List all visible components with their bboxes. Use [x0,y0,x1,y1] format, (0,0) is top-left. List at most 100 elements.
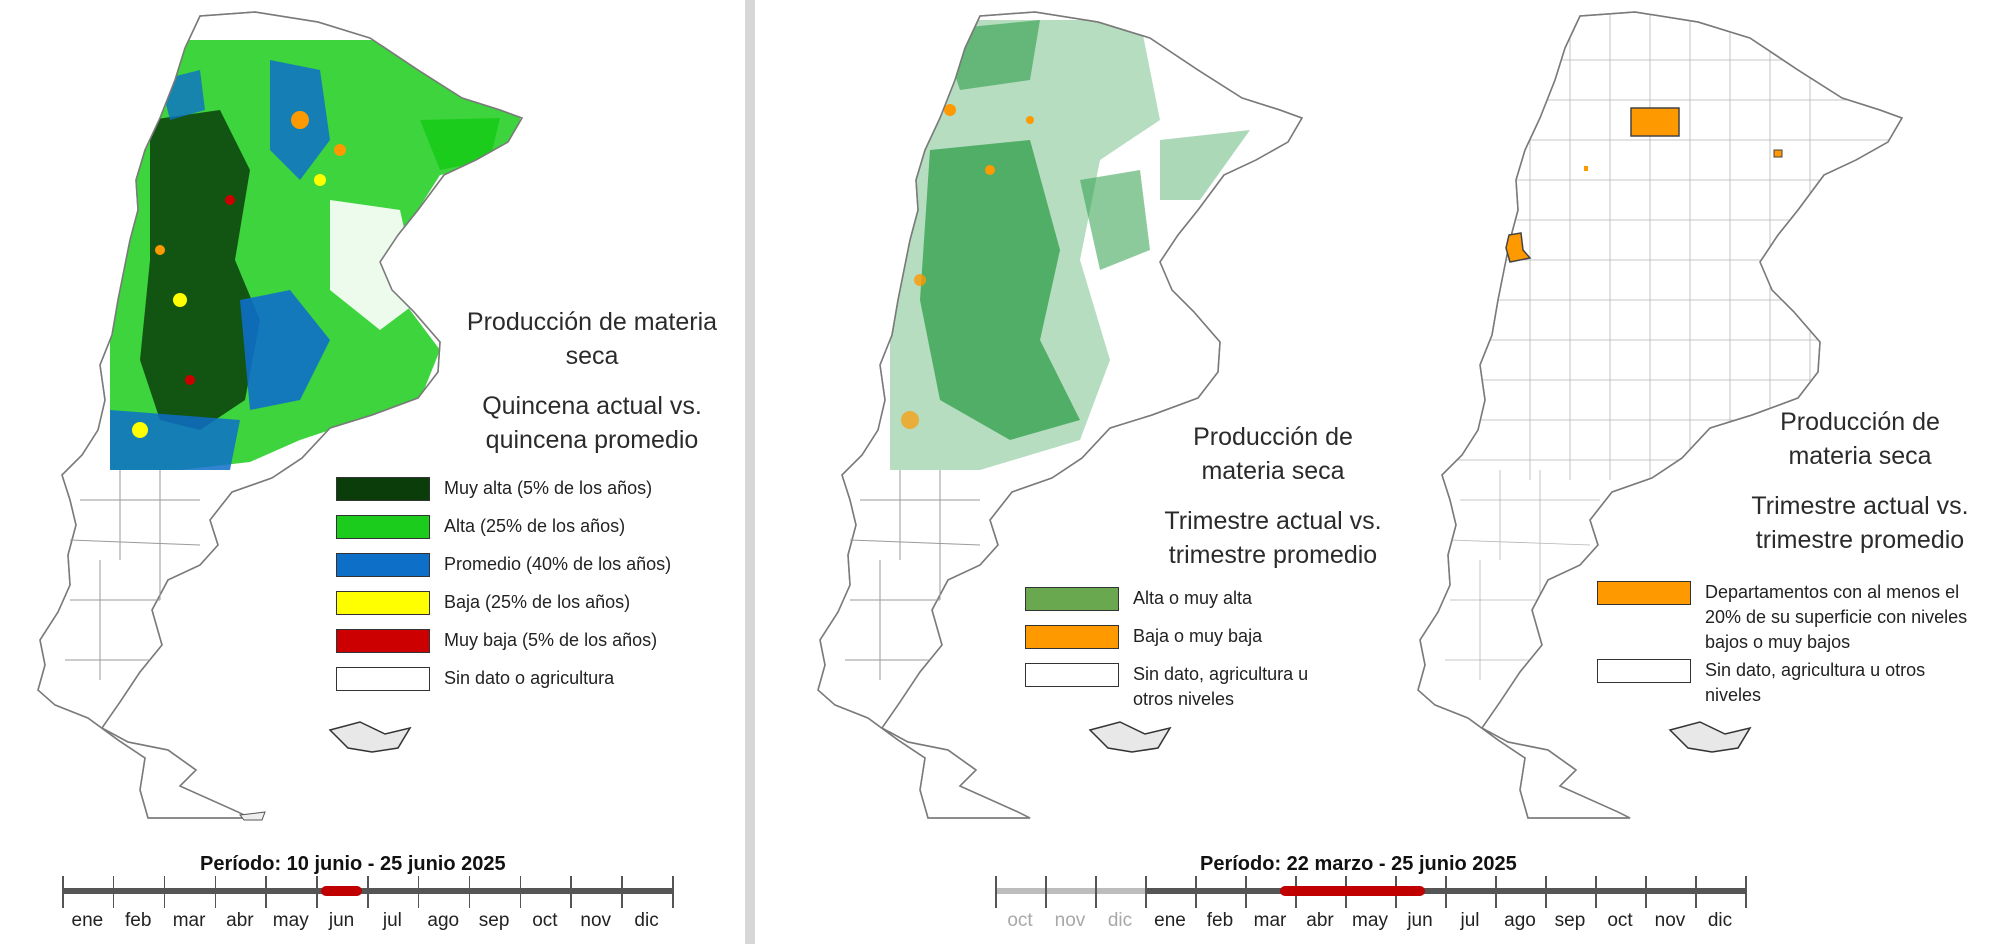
legend-swatch [1597,581,1691,605]
timeline-tick [519,876,521,908]
timeline-tick [163,876,166,908]
legend-swatch [336,667,430,691]
period-label-quincena: Período: 10 junio - 25 junio 2025 [200,853,506,875]
timeline-month-label: jul [382,910,402,931]
timeline-tick [468,876,471,908]
timeline-period-highlight [321,886,362,896]
legend-label: Alta o muy alta [1133,588,1253,608]
title-trimestre: Producción de materia seca Trimestre act… [1164,423,1382,569]
legend-item: Departamentos con al menos el 20% de su … [1597,578,1987,656]
timeline-month-label: mar [1253,910,1287,931]
legend-departamentos: Departamentos con al menos el 20% de su … [1597,578,1987,716]
timeline-month-label: oct [532,910,558,931]
timeline-tick [1495,876,1497,908]
legend-item: Muy baja (5% de los años) [336,626,736,664]
legend-label: Baja (25% de los años) [444,592,631,612]
legend-label: Baja o muy baja [1133,626,1263,646]
legend-swatch [336,515,430,539]
legend-label: Sin dato o agricultura [444,668,615,688]
timeline-month-label: sep [1554,910,1586,931]
timeline-month-label: dic [1707,910,1733,931]
legend-item: Alta o muy alta [1025,584,1325,622]
map-quincena [37,11,523,821]
timeline-month-label: ago [1504,910,1536,931]
timeline-month-label: feb [125,910,152,931]
legend-swatch [336,553,430,577]
timeline-quincena: ene feb mar abr may jun jul ago sep oct nov dic [62,876,674,931]
timeline-month-label: ene [71,910,104,931]
timeline-tick [672,876,674,908]
timeline-month-label: jun [328,910,355,931]
timeline-period-highlight [1280,886,1425,896]
timeline-tick [621,876,623,908]
timeline-month-label: jun [1407,910,1433,931]
legend-swatch [1025,587,1119,611]
timeline-month-label: abr [1306,910,1334,931]
timeline-tick [265,876,267,908]
legend-item: Alta (25% de los años) [336,512,736,550]
legend-swatch [336,477,430,501]
legend-swatch [1025,663,1119,687]
timeline-month-label: oct [1607,910,1633,931]
map-trimestre [817,11,1303,819]
legend-label: Muy alta (5% de los años) [444,478,653,498]
timeline-tick [1145,876,1147,908]
islas-malvinas-icon [328,721,412,753]
timeline-month-label: nov [1654,910,1686,931]
timeline-tick [1545,876,1547,908]
legend-item: Muy alta (5% de los años) [336,474,736,512]
timeline-month-label: ago [427,910,460,931]
timeline-month-label: abr [226,910,254,931]
timeline-month-label: dic [1107,910,1133,931]
timeline-previous-year-bar [995,888,1145,894]
timeline-tick [1095,876,1097,908]
legend-label: Departamentos con al menos el 20% de su … [1705,582,1968,652]
map-departamentos [1417,11,1903,819]
timeline-trimestre: oct nov dic ene feb mar abr may jun jul ago sep oct n… [995,876,1747,931]
timeline-month-label: sep [478,910,510,931]
timeline-month-label: oct [1007,910,1033,931]
panel-quincena: Producción de materia seca Quincena actu… [0,0,745,944]
timeline-tick [1695,876,1697,908]
timeline-tick [1595,876,1597,908]
timeline-tick [1645,876,1647,908]
legend-quincena: Muy alta (5% de los años) Alta (25% de lo… [336,474,736,702]
timeline-tick [1245,876,1247,908]
legend-item: Promedio (40% de los años) [336,550,736,588]
timeline-month-label: feb [1206,910,1234,931]
timeline-tick [214,876,216,908]
timeline-tick [1745,876,1747,908]
timeline-tick [417,876,420,908]
timeline-month-label: jul [1460,910,1480,931]
timeline-month-label: dic [634,910,659,931]
legend-label: Promedio (40% de los años) [444,554,672,574]
map-quincena-layer [110,40,520,470]
legend-item: Sin dato, agricultura u otros niveles [1025,660,1325,720]
legend-label: Alta (25% de los años) [444,516,626,536]
maps-trimestre [817,11,1903,819]
islas-malvinas-icon [1668,721,1752,753]
timeline-month-label: may [1352,910,1388,931]
legend-item: Baja o muy baja [1025,622,1325,660]
legend-label: Muy baja (5% de los años) [444,630,658,650]
legend-item: Sin dato, agricultura u otros niveles [1597,656,1987,716]
timeline-tick [1195,876,1197,908]
timeline-month-label: nov [580,910,612,931]
timeline-tick [570,876,572,908]
panel-divider [745,0,755,944]
legend-item: Baja (25% de los años) [336,588,736,626]
timeline-month-label: ene [1154,910,1186,931]
timeline-month-label: may [272,910,309,931]
panel-trimestre: Producción de materia seca Trimestre act… [755,0,2001,944]
timeline-tick [316,876,318,908]
title-quincena: Producción de materia seca Quincena actu… [466,308,718,454]
legend-swatch [336,629,430,653]
timeline-tick [112,876,115,908]
legend-trimestre: Alta o muy alta Baja o muy baja Sin dato, … [1025,584,1325,720]
timeline-tick [1045,876,1047,908]
period-label-trimestre: Período: 22 marzo - 25 junio 2025 [1200,853,1517,875]
timeline-tick [995,876,997,908]
islas-malvinas-icon [1088,721,1172,753]
legend-swatch [1597,659,1691,683]
timeline-tick [62,876,64,908]
